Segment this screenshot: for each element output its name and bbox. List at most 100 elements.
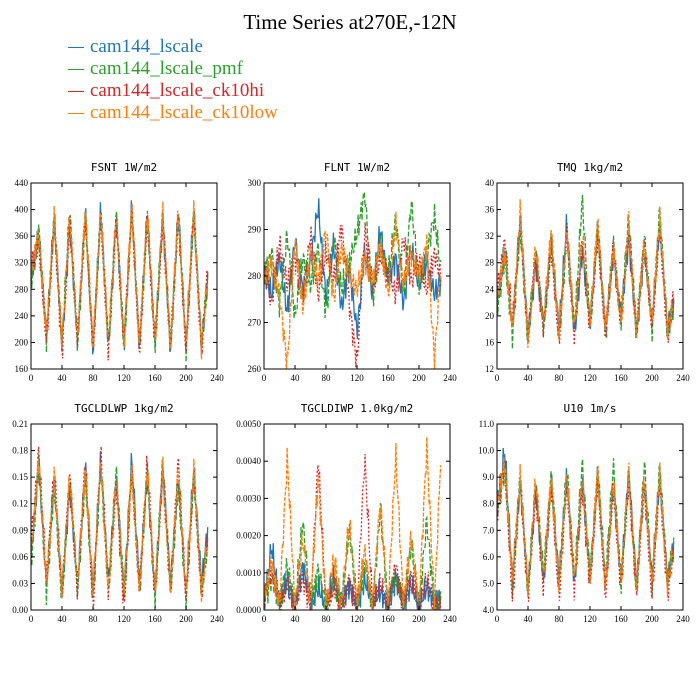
panel-title: TMQ 1kg/m2 [557,161,623,174]
y-tick-label: 8.0 [483,499,495,509]
y-tick-label: 300 [248,178,262,188]
y-tick-label: 0.0030 [236,493,261,503]
x-tick-label: 240 [443,373,457,383]
legend-swatch-0 [68,47,84,49]
x-tick-label: 160 [148,614,162,624]
x-tick-label: 240 [210,373,224,383]
y-tick-label: 400 [15,205,29,215]
y-tick-label: 28 [485,258,495,268]
x-tick-label: 120 [583,373,597,383]
x-tick-label: 240 [443,614,457,624]
y-tick-label: 0.0000 [236,605,261,615]
y-tick-label: 0.06 [12,552,28,562]
x-tick-label: 0 [262,373,267,383]
chart-panel-0: FSNT 1W/m2 0 40 80 120 160 200 240 160 200 240 280 3… [15,161,225,383]
y-tick-label: 0.18 [12,446,28,456]
chart-panel-1: FLNT 1W/m2 0 40 80 120 160 200 240 260 270 280 290 3… [248,161,458,383]
series-line-2 [497,459,675,602]
x-tick-label: 200 [645,614,659,624]
x-tick-label: 0 [29,373,34,383]
x-tick-label: 200 [412,614,426,624]
x-tick-label: 160 [148,373,162,383]
x-tick-label: 40 [524,373,534,383]
figure-title: Time Series at270E,-12N [0,10,700,35]
series-line-3 [31,456,209,603]
x-tick-label: 120 [117,614,131,624]
y-tick-label: 4.0 [483,605,495,615]
series-line-1 [264,191,442,319]
legend-item-2: cam144_lscale_ck10hi [68,80,278,102]
x-tick-label: 160 [381,614,395,624]
legend-swatch-2 [68,91,84,93]
chart-panel-3: TGCLDLWP 1kg/m2 0 40 80 120 160 200 240 0.00 0.03… [12,402,224,624]
legend-item-0: cam144_lscale [68,36,278,58]
series-line-1 [497,194,675,350]
y-tick-label: 9.0 [483,472,495,482]
y-tick-label: 160 [15,364,29,374]
legend-item-3: cam144_lscale_ck10low [68,102,278,124]
y-tick-label: 32 [485,231,494,241]
x-tick-label: 40 [291,614,301,624]
series-line-3 [497,199,675,348]
y-tick-label: 280 [248,271,262,281]
x-tick-label: 120 [350,373,364,383]
x-tick-label: 0 [495,373,500,383]
series-line-2 [31,446,209,609]
legend-label-3: cam144_lscale_ck10low [90,102,278,123]
y-tick-label: 0.00 [12,605,28,615]
x-tick-label: 200 [645,373,659,383]
y-tick-label: 7.0 [483,525,495,535]
x-tick-label: 160 [614,614,628,624]
y-tick-label: 5.0 [483,578,495,588]
y-tick-label: 11.0 [479,419,495,429]
x-tick-label: 160 [381,373,395,383]
legend-label-1: cam144_lscale_pmf [90,58,244,79]
legend-swatch-1 [68,69,84,71]
x-tick-label: 80 [555,373,565,383]
y-tick-label: 0.21 [12,419,28,429]
legend: cam144_lscale cam144_lscale_pmf cam144_l… [68,36,278,124]
x-tick-label: 80 [322,373,332,383]
x-tick-label: 120 [350,614,364,624]
legend-label-2: cam144_lscale_ck10hi [90,80,265,101]
y-tick-label: 0.0010 [236,568,261,578]
legend-item-1: cam144_lscale_pmf [68,58,278,80]
y-tick-label: 360 [15,231,29,241]
y-tick-label: 0.09 [12,525,28,535]
legend-label-0: cam144_lscale [90,36,203,57]
x-tick-label: 200 [412,373,426,383]
y-tick-label: 0.0020 [236,531,261,541]
x-tick-label: 80 [89,614,99,624]
chart-panel-2: TMQ 1kg/m2 0 40 80 120 160 200 240 12 16 20 24 28 32 3… [485,161,690,383]
y-tick-label: 12 [485,364,494,374]
y-tick-label: 24 [485,284,495,294]
x-tick-label: 240 [676,373,690,383]
x-tick-label: 40 [524,614,534,624]
y-tick-label: 10.0 [478,446,494,456]
series-line-2 [264,222,442,368]
x-tick-label: 80 [89,373,99,383]
series-line-3 [264,211,442,369]
series-line-3 [497,456,674,598]
y-tick-label: 440 [15,178,29,188]
x-tick-label: 240 [210,614,224,624]
panel-title: FSNT 1W/m2 [91,161,157,174]
series-line-3 [31,200,209,360]
legend-swatch-3 [68,113,84,115]
x-tick-label: 240 [676,614,690,624]
y-tick-label: 40 [485,178,495,188]
x-tick-label: 0 [495,614,500,624]
panel-title: TGCLDIWP 1.0kg/m2 [301,402,414,415]
x-tick-label: 40 [58,373,68,383]
y-tick-label: 0.03 [12,578,28,588]
series-line-1 [497,458,675,597]
x-tick-label: 40 [291,373,301,383]
x-tick-label: 120 [117,373,131,383]
x-tick-label: 80 [555,614,565,624]
panel-title: TGCLDLWP 1kg/m2 [74,402,173,415]
y-tick-label: 270 [248,318,262,328]
y-tick-label: 6.0 [483,552,495,562]
y-tick-label: 290 [248,225,262,235]
series-line-3 [264,437,442,610]
